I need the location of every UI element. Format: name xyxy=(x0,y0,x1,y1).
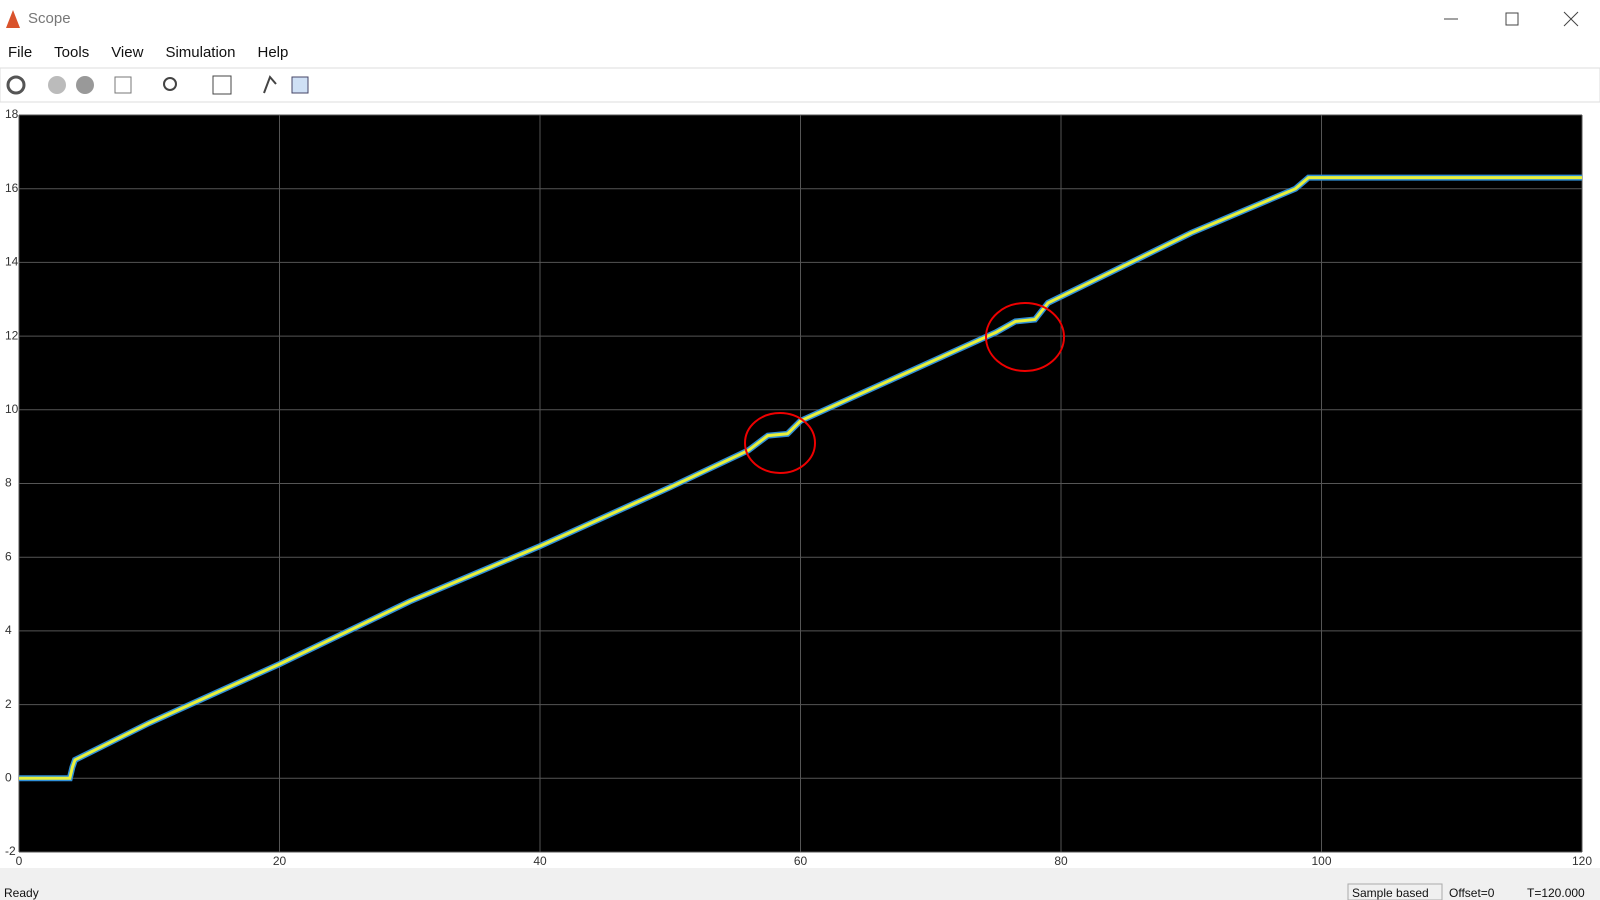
y-tick-label: -2 xyxy=(5,844,16,858)
restore-button[interactable] xyxy=(1505,12,1519,26)
status-state: Ready xyxy=(4,886,39,900)
autoscale-button[interactable] xyxy=(212,75,232,95)
y-tick-label: 2 xyxy=(5,697,12,711)
y-tick-label: 6 xyxy=(5,549,12,563)
status-cell xyxy=(1347,883,1443,900)
title-bar xyxy=(0,0,1600,36)
highlight-circle xyxy=(744,412,816,474)
x-tick-label: 60 xyxy=(794,854,808,868)
menu-item[interactable]: File xyxy=(8,44,32,61)
y-tick-label: 16 xyxy=(5,181,19,195)
app-icon xyxy=(6,10,20,28)
close-button[interactable] xyxy=(1563,11,1579,27)
x-tick-label: 40 xyxy=(533,854,547,868)
x-tick-label: 0 xyxy=(16,854,23,868)
measure-button[interactable] xyxy=(291,76,309,94)
status-offset: Offset=0 xyxy=(1449,886,1495,900)
status-bar xyxy=(0,868,1600,900)
menu-item[interactable]: Help xyxy=(258,44,289,61)
signal-line xyxy=(19,176,1582,780)
menu-bar: File Tools View Simulation Help xyxy=(8,44,288,61)
menu-item[interactable]: View xyxy=(111,44,143,61)
y-tick-label: 14 xyxy=(5,255,19,269)
window-title: Scope xyxy=(28,10,71,27)
settings-button[interactable] xyxy=(6,75,26,95)
zoom-button[interactable] xyxy=(163,77,177,91)
trigger-button[interactable] xyxy=(263,75,277,94)
x-tick-label: 20 xyxy=(273,854,287,868)
highlight-circle xyxy=(985,302,1065,372)
toolbar xyxy=(0,67,1600,103)
y-tick-label: 4 xyxy=(5,623,12,637)
x-tick-label: 120 xyxy=(1572,854,1592,868)
y-tick-label: 12 xyxy=(5,328,19,342)
run-button[interactable] xyxy=(48,76,66,94)
y-tick-label: 8 xyxy=(5,476,12,490)
y-tick-label: 18 xyxy=(5,107,19,121)
status-time: T=120.000 xyxy=(1527,886,1585,900)
highlight-button[interactable] xyxy=(114,76,132,94)
y-tick-label: 10 xyxy=(5,402,19,416)
y-tick-label: 0 xyxy=(5,770,12,784)
menu-item[interactable]: Tools xyxy=(54,44,89,61)
menu-item[interactable]: Simulation xyxy=(165,44,235,61)
x-tick-label: 100 xyxy=(1311,854,1331,868)
stop-button[interactable] xyxy=(76,76,94,94)
x-tick-label: 80 xyxy=(1054,854,1068,868)
status-mode: Sample based xyxy=(1352,886,1429,900)
